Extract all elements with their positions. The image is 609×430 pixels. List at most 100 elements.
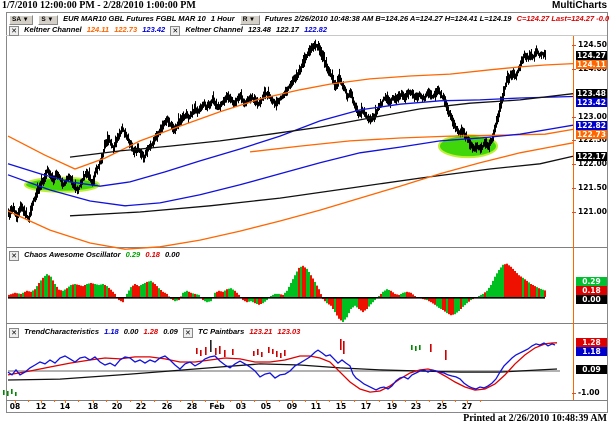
ao-zero-line bbox=[8, 297, 545, 299]
ao-value-badge: 0.29 bbox=[576, 277, 607, 287]
x-axis-date-label: 23 bbox=[410, 402, 422, 411]
x-axis-tick bbox=[241, 400, 242, 403]
tc-value-4: 0.09 bbox=[163, 327, 178, 336]
tc-value-1: 1.18 bbox=[104, 327, 119, 336]
price-value-badge: 123.48 bbox=[576, 89, 607, 99]
x-axis-tick bbox=[316, 400, 317, 403]
x-axis-tick bbox=[341, 400, 342, 403]
indicator-toggle-checkbox[interactable]: ✕ bbox=[9, 26, 19, 36]
paintbar-red-tick bbox=[280, 353, 282, 358]
price-tick-label: 124.50 bbox=[578, 40, 607, 49]
paintbar-red-tick bbox=[224, 350, 226, 357]
tc-value-3: 1.28 bbox=[143, 327, 159, 336]
x-axis-tick bbox=[167, 400, 168, 403]
x-axis-date-label: 19 bbox=[386, 402, 398, 411]
x-axis-tick bbox=[416, 400, 417, 403]
x-axis-minor-tick bbox=[405, 400, 406, 402]
x-axis-minor-tick bbox=[205, 400, 206, 402]
indicator-status-row: ✕ Keltner Channel 124.11 122.73 123.42 ✕… bbox=[9, 25, 330, 36]
ao-value-badge: 0.18 bbox=[576, 286, 607, 296]
toolbar-separator bbox=[6, 35, 607, 36]
x-axis-date-label: 25 bbox=[436, 402, 448, 411]
price-value-badge: 122.82 bbox=[576, 120, 607, 130]
ao-value-badge: 0.00 bbox=[576, 295, 607, 305]
x-axis-minor-tick bbox=[230, 400, 231, 402]
price-tick-label: 121.50 bbox=[578, 183, 607, 193]
paintbar-red-tick bbox=[343, 341, 345, 354]
series-s-button[interactable]: S ▾ bbox=[38, 15, 58, 25]
indicator-toggle-checkbox[interactable]: ✕ bbox=[170, 26, 181, 36]
x-axis-tick bbox=[442, 400, 443, 403]
quote-status-row: SA ▾ S ▾ EUR MAR10 GBL Futures FGBL MAR 10… bbox=[9, 14, 609, 25]
x-axis-minor-tick bbox=[106, 400, 107, 402]
tc-panel-header: ✕ TrendCharacteristics 1.18 0.00 1.28 0.… bbox=[9, 327, 303, 338]
x-axis-date-label: 17 bbox=[360, 402, 372, 411]
price-tick-label: 121.00 bbox=[578, 206, 607, 216]
tc-tick-mark bbox=[572, 392, 576, 394]
paintbar-red-tick bbox=[272, 349, 274, 354]
ao-value-3: 0.00 bbox=[165, 250, 180, 259]
ao-value-2: 0.18 bbox=[145, 250, 160, 259]
panel-separator bbox=[6, 247, 607, 248]
x-axis-minor-tick bbox=[180, 400, 181, 402]
paintbar-black-tick bbox=[210, 340, 212, 352]
keltner2-label: Keltner Channel bbox=[185, 25, 243, 34]
tc-paintbars-label: TC Paintbars bbox=[198, 327, 245, 336]
tc-red bbox=[7, 342, 558, 393]
price-tick-mark bbox=[572, 188, 576, 190]
x-axis-tick bbox=[141, 400, 142, 403]
x-axis-minor-tick bbox=[54, 400, 55, 402]
x-axis-minor-tick bbox=[130, 400, 131, 402]
keltner2-upper-value: 123.48 bbox=[247, 25, 271, 34]
indicator-toggle-checkbox[interactable]: ✕ bbox=[9, 251, 19, 261]
series-sa-button[interactable]: SA ▾ bbox=[9, 15, 34, 25]
tc-paintbars-value-1: 123.21 bbox=[249, 327, 273, 336]
paintbar-red-tick bbox=[257, 349, 259, 355]
x-axis-tick bbox=[366, 400, 367, 403]
x-axis-tick bbox=[192, 400, 193, 403]
paintbar-red-tick bbox=[284, 350, 286, 356]
x-axis-tick bbox=[65, 400, 66, 403]
x-axis-date-label: 08 bbox=[9, 402, 21, 411]
keltner2-lower-value: 122.17 bbox=[276, 25, 299, 34]
x-axis-date-label: 14 bbox=[59, 402, 71, 411]
paintbar-green-tick bbox=[3, 390, 5, 395]
dropdown-icon: ▾ bbox=[24, 16, 28, 23]
ao-value-1: 0.29 bbox=[125, 250, 141, 259]
keltner2-upper bbox=[69, 93, 574, 158]
x-axis-date-label: 12 bbox=[35, 402, 47, 411]
keltner1-upper-value: 124.11 bbox=[86, 25, 110, 34]
x-axis-minor-tick bbox=[480, 400, 481, 402]
printed-at: Printed at 2/26/2010 10:48:39 AM bbox=[463, 413, 607, 424]
price-tick-mark bbox=[572, 211, 576, 213]
outer-band-lower bbox=[7, 142, 574, 250]
x-axis-date-label: 05 bbox=[260, 402, 272, 411]
ao-panel-header: ✕ Chaos Awesome Oscillator 0.29 0.18 0.0… bbox=[9, 250, 183, 261]
x-axis-date-label: 22 bbox=[135, 402, 147, 411]
keltner2-lower bbox=[69, 155, 574, 217]
x-axis-tick bbox=[292, 400, 293, 403]
paintbar-green-tick bbox=[411, 345, 413, 350]
paintbar-green-tick bbox=[415, 346, 417, 351]
keltner1-mid-value: 123.42 bbox=[142, 25, 166, 34]
tc-value-2: 0.00 bbox=[123, 327, 139, 336]
keltner1-mid bbox=[7, 95, 574, 187]
price-value-badge: 122.17 bbox=[576, 151, 607, 161]
x-axis-date-label: 27 bbox=[461, 402, 473, 411]
resolution-label: 1 Hour bbox=[210, 14, 235, 23]
price-tick-mark bbox=[572, 45, 576, 46]
x-axis-tick bbox=[93, 400, 94, 403]
paintbar-red-tick bbox=[253, 351, 255, 356]
x-axis-tick bbox=[467, 400, 468, 403]
indicator-toggle-checkbox[interactable]: ✕ bbox=[182, 328, 193, 338]
series-r-button[interactable]: R ▾ bbox=[239, 15, 260, 25]
tc-black bbox=[7, 363, 558, 381]
x-axis-minor-tick bbox=[78, 400, 79, 402]
tc-paintbars-value-2: 123.03 bbox=[277, 327, 301, 336]
x-axis-tick bbox=[41, 400, 42, 403]
indicator-toggle-checkbox[interactable]: ✕ bbox=[9, 328, 19, 338]
chart-date-range: 1/7/2010 12:00:00 PM - 2/28/2010 1:00:00… bbox=[2, 0, 196, 11]
x-axis-date-label: 18 bbox=[87, 402, 99, 411]
